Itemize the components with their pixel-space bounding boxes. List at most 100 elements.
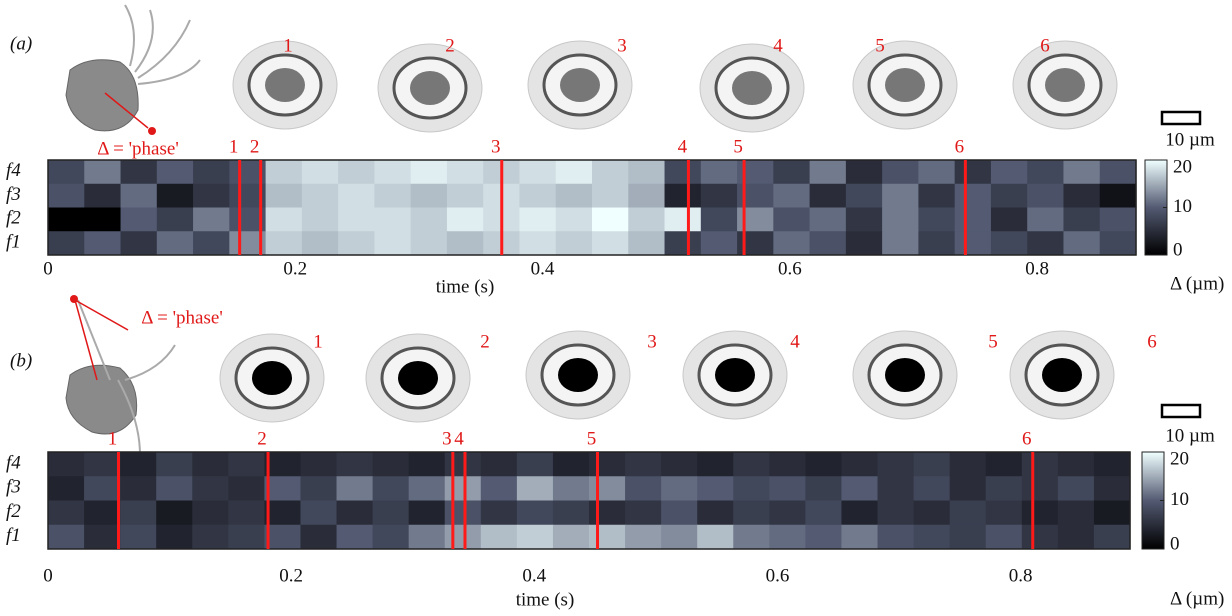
heatmap-cell — [84, 476, 121, 501]
heatmap-cell — [120, 500, 157, 526]
heatmap-cell — [374, 207, 412, 232]
heatmap-cell — [552, 476, 590, 501]
heatmap-cell — [156, 160, 194, 185]
heatmap-cell — [592, 183, 629, 208]
heatmap-cell — [1063, 207, 1101, 232]
heatmap-cell — [84, 231, 122, 256]
heatmap-cell — [882, 207, 919, 232]
marker-label: 2 — [257, 428, 267, 449]
heatmap-cell — [589, 500, 626, 526]
heatmap-cell — [48, 207, 85, 232]
heatmap-cell — [120, 160, 158, 185]
heatmap-cell — [625, 452, 662, 477]
phase-label: Δ = 'phase' — [141, 307, 223, 328]
heatmap-cell — [408, 452, 446, 477]
heatmap-cell — [661, 500, 698, 526]
cell-label: 3 — [617, 35, 627, 56]
heatmap-cell — [338, 160, 375, 185]
heatmap-cell — [84, 524, 121, 550]
colorbar-tick-label: 0 — [1170, 533, 1180, 554]
heatmap-cell — [628, 183, 666, 208]
heatmap-cell — [193, 160, 230, 185]
heatmap-cell — [84, 207, 122, 232]
scale-label: 10 µm — [1165, 425, 1215, 446]
heatmap-cell — [805, 476, 843, 501]
x-tick-label: 0 — [43, 565, 53, 586]
panel-label: (a) — [10, 33, 32, 54]
heatmap-cell — [516, 524, 554, 550]
x-tick-label: 0 — [43, 258, 53, 279]
heatmap-cell — [664, 231, 702, 256]
heatmap-cell — [1063, 231, 1101, 256]
heatmap-cell — [954, 160, 992, 185]
marker-label: 3 — [491, 136, 501, 157]
heatmap-cell — [480, 452, 518, 477]
heatmap-cell — [48, 500, 85, 526]
heatmap-cell — [913, 524, 951, 550]
heatmap-cell — [769, 476, 806, 501]
heatmap-cell — [589, 476, 626, 501]
heatmap-cell — [733, 452, 770, 477]
heatmap-cell — [228, 500, 265, 526]
heatmap-cell — [555, 160, 593, 185]
x-tick-label: 0.6 — [778, 258, 802, 279]
cell-core — [560, 68, 600, 102]
cell-label: 5 — [988, 331, 998, 352]
heatmap-cell — [156, 476, 193, 501]
heatmap-cell — [985, 476, 1023, 501]
heatmap-cell — [589, 452, 626, 477]
heatmap-cell — [446, 183, 484, 208]
cartoon-b — [65, 295, 176, 456]
heatmap-cell — [300, 452, 338, 477]
heatmap-cell — [446, 160, 484, 185]
heatmap-cell — [444, 500, 482, 526]
heatmap-cell — [841, 524, 879, 550]
marker-label: 5 — [733, 136, 743, 157]
marker-label: 4 — [454, 428, 464, 449]
heatmap-cell — [84, 500, 121, 526]
heatmap-cell — [1093, 452, 1131, 477]
heatmap-frame — [47, 159, 1137, 256]
heatmap-cell — [374, 183, 412, 208]
heatmap-cell — [372, 524, 410, 550]
heatmap-cell — [918, 207, 956, 232]
heatmap-cell — [1021, 524, 1059, 550]
heatmap-cell — [985, 452, 1023, 477]
row-label: f2 — [6, 208, 21, 229]
heatmap-cell — [410, 160, 448, 185]
heatmap-cell — [516, 452, 554, 477]
heatmap-cell — [552, 500, 590, 526]
cell-label: 1 — [313, 331, 323, 352]
heatmap-cell — [446, 207, 484, 232]
heatmap-cell — [1057, 452, 1095, 477]
heatmap-cell — [519, 207, 557, 232]
heatmap-cell — [300, 524, 338, 550]
colorbar-label: Δ (µm) — [1170, 273, 1224, 294]
cell-core — [885, 68, 925, 102]
heatmap-cell — [193, 183, 230, 208]
colorbar-tick-label: 10 — [1170, 489, 1189, 510]
heatmap-cell — [228, 524, 265, 550]
heatmap-cell — [1093, 524, 1131, 550]
heatmap-cell — [156, 452, 193, 477]
heatmap-cell — [1057, 524, 1095, 550]
heatmap-cell — [697, 452, 734, 477]
heatmap-cell — [120, 231, 158, 256]
heatmap-cell — [700, 160, 738, 185]
heatmap-cell — [1063, 183, 1101, 208]
heatmap-cell — [84, 183, 122, 208]
cell-core — [885, 358, 925, 392]
cell-core — [1045, 68, 1085, 102]
heatmap-cell — [301, 231, 339, 256]
cell-label: 1 — [283, 35, 293, 56]
colorbar-label: Δ (µm) — [1170, 588, 1224, 609]
marker-label: 1 — [108, 428, 118, 449]
heatmap-cell — [192, 524, 229, 550]
heatmap-frame — [47, 451, 1131, 550]
heatmap-cell — [592, 231, 629, 256]
heatmap-cell — [1027, 160, 1065, 185]
x-tick-label: 0.4 — [531, 258, 555, 279]
heatmap-cell — [592, 207, 629, 232]
heatmap-cell — [516, 476, 554, 501]
